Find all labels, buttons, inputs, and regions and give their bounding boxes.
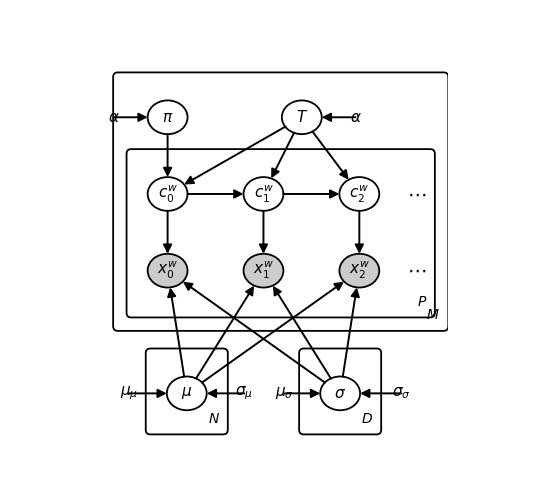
Text: $\mu_\sigma$: $\mu_\sigma$ — [275, 385, 294, 401]
Text: $\mu_\mu$: $\mu_\mu$ — [120, 384, 138, 402]
Ellipse shape — [339, 177, 379, 211]
Text: $\alpha$: $\alpha$ — [108, 110, 120, 125]
Text: $c_2^w$: $c_2^w$ — [349, 183, 369, 205]
Text: N: N — [208, 412, 219, 426]
Ellipse shape — [244, 177, 283, 211]
Text: M: M — [427, 308, 439, 322]
Ellipse shape — [147, 177, 188, 211]
Text: $x_1^w$: $x_1^w$ — [253, 260, 274, 281]
Ellipse shape — [147, 254, 188, 287]
Text: $\cdots$: $\cdots$ — [407, 184, 426, 204]
Text: $x_2^w$: $x_2^w$ — [349, 260, 370, 281]
Text: $\alpha$: $\alpha$ — [350, 110, 361, 125]
Text: $T$: $T$ — [295, 109, 308, 125]
Ellipse shape — [244, 254, 283, 287]
Ellipse shape — [320, 376, 360, 410]
Ellipse shape — [339, 254, 379, 287]
Text: $\sigma_\sigma$: $\sigma_\sigma$ — [392, 385, 411, 401]
Text: $\sigma_\mu$: $\sigma_\mu$ — [236, 384, 254, 402]
Text: $\cdots$: $\cdots$ — [407, 261, 426, 280]
Text: $c_0^w$: $c_0^w$ — [158, 183, 177, 205]
Ellipse shape — [282, 101, 322, 134]
Text: P: P — [417, 295, 425, 309]
Text: $c_1^w$: $c_1^w$ — [254, 183, 274, 205]
Text: D: D — [361, 412, 372, 426]
Text: $\mu$: $\mu$ — [181, 385, 193, 401]
Text: $x_0^w$: $x_0^w$ — [157, 260, 178, 281]
Ellipse shape — [147, 101, 188, 134]
Text: $\sigma$: $\sigma$ — [334, 386, 346, 401]
Text: $\pi$: $\pi$ — [162, 110, 174, 125]
Ellipse shape — [167, 376, 207, 410]
